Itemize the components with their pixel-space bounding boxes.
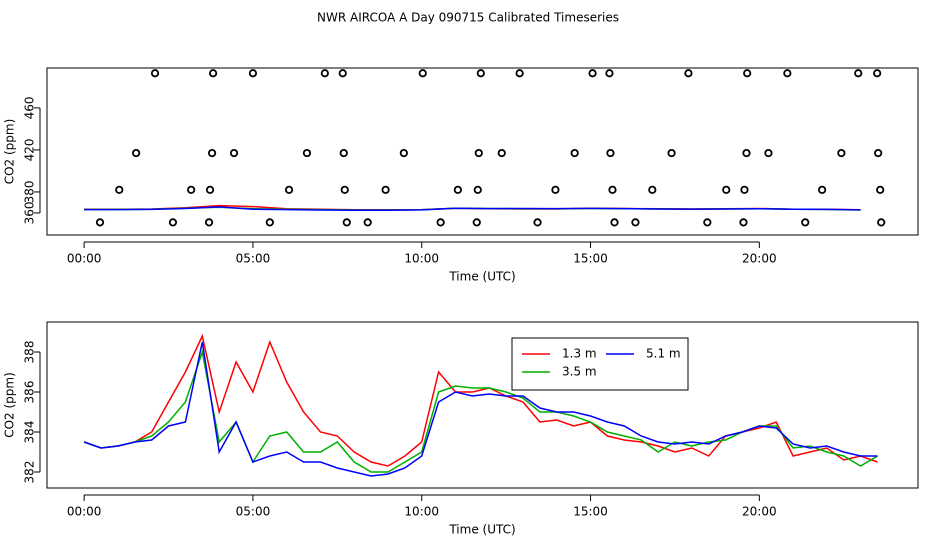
x-tick-label: 00:00 bbox=[67, 252, 102, 266]
data-point bbox=[605, 69, 614, 78]
y-tick-label: 460 bbox=[23, 96, 37, 119]
data-point bbox=[742, 148, 751, 158]
data-point bbox=[338, 69, 347, 78]
data-point bbox=[515, 69, 524, 78]
data-point bbox=[320, 69, 329, 78]
data-point bbox=[342, 218, 351, 227]
data-point bbox=[473, 185, 482, 194]
data-point bbox=[284, 185, 294, 194]
data-point bbox=[551, 185, 560, 194]
data-point bbox=[339, 148, 348, 158]
plot-frame bbox=[46, 321, 919, 489]
y-axis-label: CO2 (ppm) bbox=[3, 372, 17, 438]
data-point bbox=[873, 69, 882, 78]
data-point bbox=[187, 185, 196, 194]
data-point bbox=[667, 148, 676, 158]
x-axis-label: Time (UTC) bbox=[448, 523, 515, 537]
y-tick-label: 384 bbox=[23, 421, 37, 444]
legend-label: 1.3 m bbox=[562, 347, 597, 361]
data-point bbox=[497, 148, 506, 158]
data-point bbox=[265, 218, 274, 227]
data-point bbox=[837, 148, 846, 158]
data-point bbox=[229, 148, 239, 158]
data-point bbox=[472, 218, 481, 227]
x-tick-label: 10:00 bbox=[404, 505, 439, 519]
data-point bbox=[418, 69, 427, 78]
x-axis-label: Time (UTC) bbox=[448, 270, 515, 284]
data-point bbox=[722, 185, 731, 194]
data-point bbox=[876, 185, 885, 194]
x-tick-label: 05:00 bbox=[236, 505, 271, 519]
data-point bbox=[877, 218, 886, 227]
data-point bbox=[150, 69, 160, 78]
data-point bbox=[533, 218, 542, 227]
data-point bbox=[474, 148, 483, 158]
data-point bbox=[570, 148, 579, 158]
data-point bbox=[739, 218, 748, 227]
x-tick-label: 00:00 bbox=[67, 505, 102, 519]
data-point bbox=[207, 148, 217, 158]
data-point bbox=[204, 218, 214, 227]
data-point bbox=[436, 218, 445, 227]
data-point bbox=[95, 218, 105, 227]
data-point bbox=[168, 218, 178, 227]
x-tick-label: 05:00 bbox=[236, 252, 271, 266]
data-point bbox=[818, 185, 827, 194]
x-tick-label: 20:00 bbox=[742, 252, 777, 266]
data-point bbox=[399, 148, 408, 158]
data-point bbox=[648, 185, 657, 194]
data-point bbox=[208, 69, 218, 78]
series-line bbox=[83, 349, 878, 473]
legend-box bbox=[511, 337, 689, 391]
plot-frame bbox=[46, 67, 919, 236]
data-point bbox=[740, 185, 749, 194]
data-point bbox=[588, 69, 597, 78]
y-axis-label: CO2 (ppm) bbox=[3, 119, 17, 185]
y-tick-label: 386 bbox=[23, 381, 37, 404]
data-point bbox=[205, 185, 215, 194]
y-tick-label: 382 bbox=[23, 461, 37, 484]
series-line bbox=[84, 206, 861, 211]
y-tick-label: 388 bbox=[23, 341, 37, 364]
data-point bbox=[783, 69, 792, 78]
data-point bbox=[340, 185, 349, 194]
chart-title: NWR AIRCOA A Day 090715 Calibrated Times… bbox=[317, 11, 619, 25]
data-point bbox=[684, 69, 693, 78]
x-tick-label: 10:00 bbox=[404, 252, 439, 266]
data-point bbox=[610, 218, 619, 227]
data-point bbox=[248, 69, 258, 78]
data-point bbox=[854, 69, 863, 78]
data-point bbox=[606, 148, 615, 158]
data-point bbox=[801, 218, 810, 227]
legend-label: 5.1 m bbox=[646, 347, 681, 361]
series-line bbox=[83, 341, 878, 477]
data-point bbox=[453, 185, 462, 194]
data-point bbox=[743, 69, 752, 78]
x-tick-label: 15:00 bbox=[573, 252, 608, 266]
data-point bbox=[874, 148, 883, 158]
data-point bbox=[703, 218, 712, 227]
data-point bbox=[631, 218, 640, 227]
y-tick-label: 380 bbox=[23, 180, 37, 203]
y-tick-label: 420 bbox=[23, 138, 37, 161]
legend-label: 3.5 m bbox=[562, 365, 597, 379]
data-point bbox=[476, 69, 485, 78]
data-point bbox=[608, 185, 617, 194]
data-point bbox=[363, 218, 372, 227]
data-point bbox=[302, 148, 312, 158]
data-point bbox=[764, 148, 773, 158]
x-tick-label: 20:00 bbox=[742, 505, 777, 519]
data-point bbox=[381, 185, 390, 194]
data-point bbox=[132, 148, 141, 158]
y-tick-label: 360 bbox=[23, 201, 37, 224]
data-point bbox=[115, 185, 124, 194]
x-tick-label: 15:00 bbox=[573, 505, 608, 519]
